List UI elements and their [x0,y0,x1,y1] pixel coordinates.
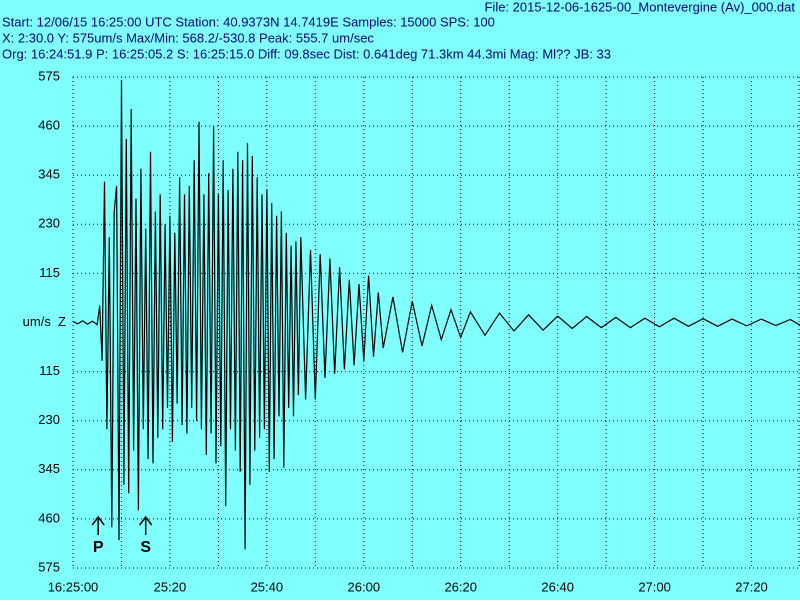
header-line: File: 2015-12-06-1625-00_Montevergine (A… [484,0,795,14]
header-line: Start: 12/06/15 16:25:00 UTC Station: 40… [2,14,495,29]
y-axis-label: um/s Z [23,314,66,329]
y-tick-label: 575 [38,68,60,83]
x-tick-label: 25:20 [154,579,187,594]
y-tick-label: 115 [39,265,60,280]
waveform [73,79,800,550]
header-line: X: 2:30.0 Y: 575um/s Max/Min: 568.2/-530… [2,30,374,45]
header: File: 2015-12-06-1625-00_Montevergine (A… [2,0,795,61]
phase-arrow [139,515,153,535]
labels: 575 460 345 230 115 115 230 345 460 575 um/s Z 16:2… [23,68,768,594]
x-tick-label: 27:00 [638,579,671,594]
trace-area [73,79,800,550]
x-tick-label: 26:00 [348,579,381,594]
y-tick-label: 345 [38,167,60,182]
x-tick-label: 26:40 [541,579,574,594]
y-tick-label: 115 [39,363,60,378]
y-tick-label: 460 [38,118,60,133]
x-tick-label: 25:40 [251,579,284,594]
phase-label: S [140,539,151,556]
y-tick-label: 230 [38,216,60,231]
x-tick-label: 16:25:00 [48,579,99,594]
x-tick-label: 26:20 [444,579,477,594]
y-tick-label: 460 [38,510,60,525]
phase-label: P [93,539,104,556]
y-tick-label: 575 [38,559,60,574]
y-tick-label: 345 [38,461,60,476]
y-tick-label: 230 [38,412,60,427]
x-tick-label: 27:20 [735,579,768,594]
header-line: Org: 16:24:51.9 P: 16:25:05.2 S: 16:25:1… [2,46,611,61]
phase-arrow [91,515,105,535]
